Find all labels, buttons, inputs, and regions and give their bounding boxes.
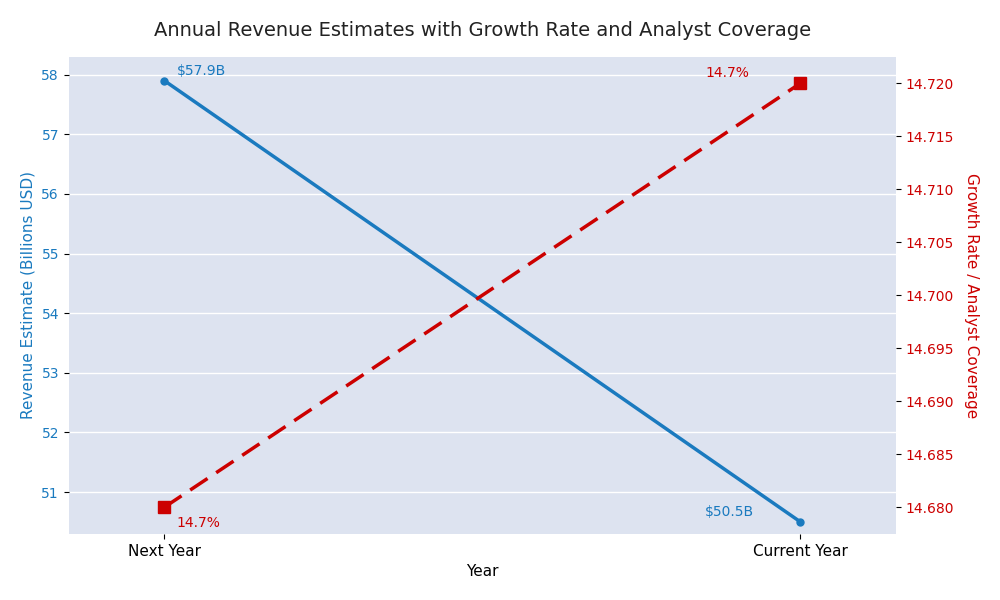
X-axis label: Year: Year xyxy=(466,564,499,579)
Text: $50.5B: $50.5B xyxy=(705,505,754,519)
Text: 14.7%: 14.7% xyxy=(177,516,221,530)
Title: Annual Revenue Estimates with Growth Rate and Analyst Coverage: Annual Revenue Estimates with Growth Rat… xyxy=(154,21,811,40)
Y-axis label: Growth Rate / Analyst Coverage: Growth Rate / Analyst Coverage xyxy=(964,173,979,418)
Y-axis label: Revenue Estimate (Billions USD): Revenue Estimate (Billions USD) xyxy=(21,171,36,419)
Text: $57.9B: $57.9B xyxy=(177,64,226,77)
Text: 14.7%: 14.7% xyxy=(705,66,749,80)
